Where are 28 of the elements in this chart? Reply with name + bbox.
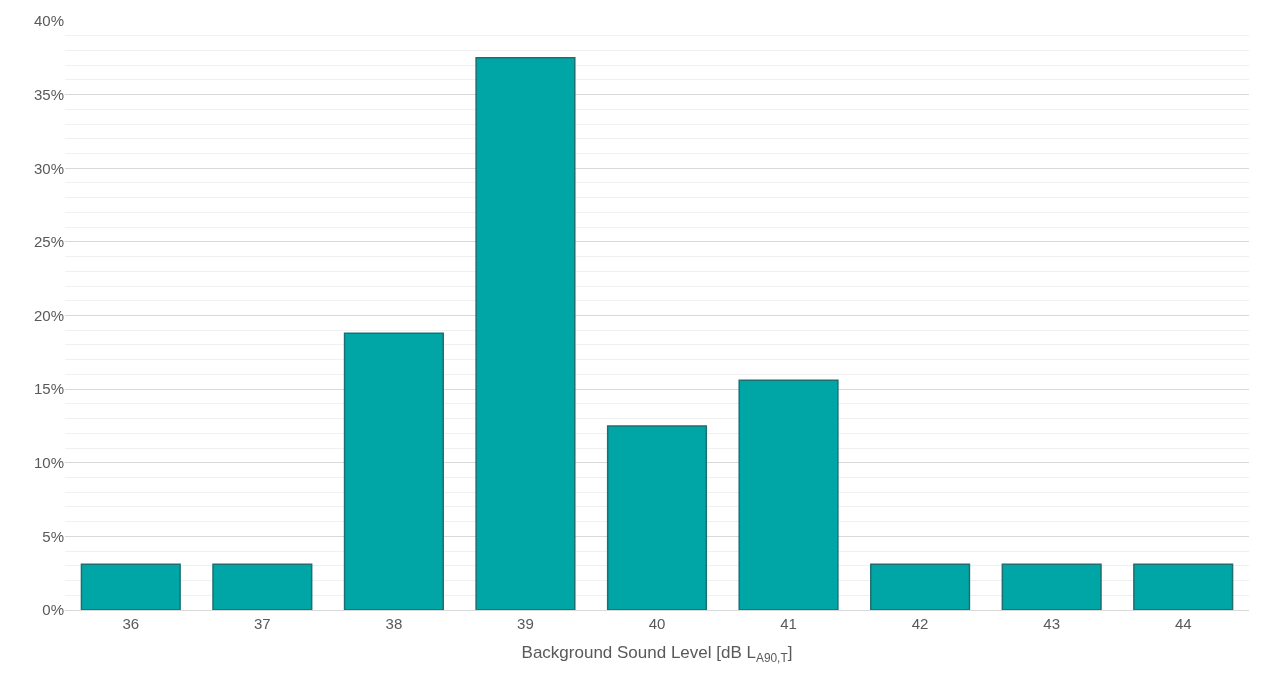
x-tick-label: 38 <box>385 615 403 632</box>
y-tick-label: 0% <box>42 601 64 619</box>
y-tick-label: 40% <box>33 12 64 30</box>
y-tick-label: 20% <box>33 306 64 324</box>
x-tick-label: 42 <box>911 615 929 632</box>
x-tick-label: 40 <box>648 615 666 632</box>
bar <box>738 379 839 610</box>
bar <box>343 332 444 610</box>
x-tick-label: 41 <box>780 615 797 632</box>
bar <box>212 563 313 610</box>
x-tick-label: 39 <box>517 615 534 632</box>
y-tick-label: 30% <box>33 159 64 177</box>
bar <box>1001 563 1102 610</box>
bar <box>475 57 576 610</box>
bar <box>606 425 708 610</box>
bar <box>1133 563 1234 610</box>
x-tick-label: 44 <box>1174 615 1192 632</box>
y-tick-label: 35% <box>33 85 64 103</box>
x-axis-title: Background Sound Level [dB L$_{A90,T}$] <box>521 643 793 665</box>
x-tick-label: 43 <box>1043 615 1061 632</box>
bar <box>80 563 181 610</box>
x-tick-label: 37 <box>253 615 271 632</box>
y-tick-label: 5% <box>42 527 64 545</box>
bar <box>870 563 971 610</box>
y-tick-label: 15% <box>33 380 64 398</box>
y-tick-label: 25% <box>33 233 64 251</box>
x-tick-label: 36 <box>122 615 140 632</box>
y-tick-label: 10% <box>33 454 64 471</box>
